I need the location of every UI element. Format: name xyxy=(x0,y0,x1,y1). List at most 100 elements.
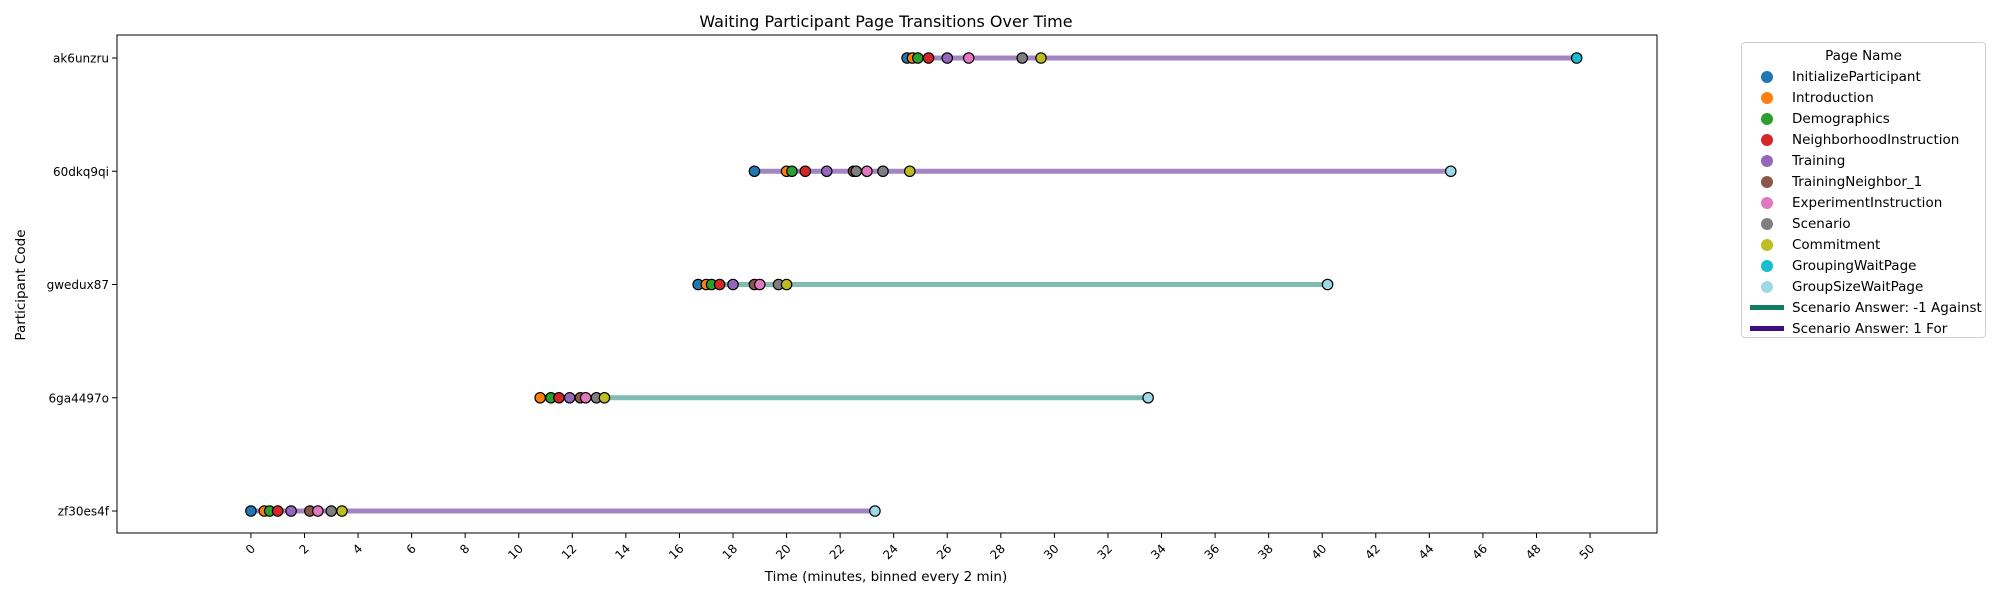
legend-label: Introduction xyxy=(1792,89,1874,106)
legend-dot-icon xyxy=(1761,280,1773,293)
legend-dot-icon xyxy=(1761,175,1773,188)
legend-line-icon xyxy=(1750,326,1784,331)
legend-label: Commitment xyxy=(1792,236,1881,253)
legend-item-answer: Scenario Answer: 1 For xyxy=(1742,318,1985,339)
chart-title: Waiting Participant Page Transitions Ove… xyxy=(699,12,1072,31)
point-commitment-ak6unzru xyxy=(1035,52,1047,64)
legend-label: Scenario Answer: -1 Against xyxy=(1792,299,1982,316)
x-tick-label: 44 xyxy=(1416,542,1437,563)
legend-label: Scenario xyxy=(1792,215,1851,232)
x-axis-label: Time (minutes, binned every 2 min) xyxy=(764,569,1007,585)
x-tick-label: 32 xyxy=(1094,542,1115,563)
x-tick-label: 4 xyxy=(350,542,365,557)
legend-marker xyxy=(1742,276,1792,297)
legend-item-initializeparticipant: InitializeParticipant xyxy=(1742,66,1985,87)
point-initializeparticipant-60dkq9qi xyxy=(748,165,761,178)
legend-line-icon xyxy=(1750,305,1784,310)
point-experimentinstruction-gwedux87 xyxy=(753,278,766,291)
legend-marker xyxy=(1742,213,1792,234)
x-tick-label: 38 xyxy=(1255,542,1276,563)
point-scenario-ak6unzru xyxy=(1016,52,1029,64)
x-tick-label: 20 xyxy=(773,542,794,563)
point-commitment-gwedux87 xyxy=(780,278,793,291)
point-groupingwaitpage-ak6unzru xyxy=(1570,52,1583,64)
legend-dot-icon xyxy=(1761,196,1773,209)
legend-dot-icon xyxy=(1761,259,1773,272)
x-tick-label: 50 xyxy=(1577,542,1598,563)
point-experimentinstruction-6ga4497o xyxy=(579,391,592,404)
legend-dot-icon xyxy=(1761,217,1773,230)
legend-item-demographics: Demographics xyxy=(1742,108,1985,129)
legend-marker xyxy=(1742,108,1792,129)
legend-dot-icon xyxy=(1761,70,1773,83)
legend-label: Scenario Answer: 1 For xyxy=(1792,320,1948,337)
legend-dot-icon xyxy=(1761,154,1773,167)
point-neighborhoodinstruction-ak6unzru xyxy=(922,52,935,64)
point-introduction-6ga4497o xyxy=(534,391,546,404)
legend-item-introduction: Introduction xyxy=(1742,87,1985,108)
legend-dot-icon xyxy=(1761,112,1773,125)
x-tick-label: 8 xyxy=(457,542,472,557)
x-tick-label: 48 xyxy=(1523,542,1544,563)
legend-label: ExperimentInstruction xyxy=(1792,194,1943,211)
point-groupsizewaitpage-60dkq9qi xyxy=(1444,165,1457,178)
legend-marker xyxy=(1742,234,1792,255)
x-tick-label: 16 xyxy=(666,542,687,563)
x-tick-label: 0 xyxy=(243,542,258,557)
point-experimentinstruction-ak6unzru xyxy=(962,52,975,64)
point-commitment-60dkq9qi xyxy=(903,165,916,178)
legend-item-commitment: Commitment xyxy=(1742,234,1985,255)
x-tick-label: 24 xyxy=(880,542,901,563)
point-training-ak6unzru xyxy=(941,52,954,64)
point-groupsizewaitpage-gwedux87 xyxy=(1321,278,1334,291)
point-scenario-zf30es4f xyxy=(325,505,338,517)
point-neighborhoodinstruction-6ga4497o xyxy=(553,391,565,404)
x-tick-label: 46 xyxy=(1469,542,1490,563)
legend-dot-icon xyxy=(1761,133,1773,146)
point-experimentinstruction-60dkq9qi xyxy=(861,165,873,178)
y-axis-label: Participant Code xyxy=(13,229,29,340)
point-commitment-6ga4497o xyxy=(598,391,611,404)
y-tick-label: 6ga4497o xyxy=(49,391,110,405)
legend-item-answer: Scenario Answer: -1 Against xyxy=(1742,297,1985,318)
point-training-60dkq9qi xyxy=(820,165,833,178)
x-tick-label: 26 xyxy=(934,542,955,563)
legend-item-groupsizewaitpage: GroupSizeWaitPage xyxy=(1742,276,1985,297)
y-tick-label: zf30es4f xyxy=(58,505,110,519)
x-tick-label: 12 xyxy=(559,542,580,563)
point-neighborhoodinstruction-zf30es4f xyxy=(271,505,284,517)
x-tick-label: 6 xyxy=(404,542,419,557)
legend-marker xyxy=(1742,255,1792,276)
point-groupsizewaitpage-zf30es4f xyxy=(869,505,881,517)
point-training-zf30es4f xyxy=(285,505,297,517)
x-tick-label: 28 xyxy=(987,542,1008,563)
legend-dot-icon xyxy=(1761,91,1773,104)
point-demographics-ak6unzru xyxy=(911,52,924,64)
point-neighborhoodinstruction-60dkq9qi xyxy=(799,165,812,178)
legend-label: InitializeParticipant xyxy=(1792,68,1921,85)
point-scenario-60dkq9qi xyxy=(850,165,862,178)
point-training-gwedux87 xyxy=(727,278,739,291)
legend-item-trainingneighbor_1: TrainingNeighbor_1 xyxy=(1742,171,1985,192)
x-tick-label: 2 xyxy=(296,542,311,557)
legend-item-groupingwaitpage: GroupingWaitPage xyxy=(1742,255,1985,276)
x-tick-label: 30 xyxy=(1041,542,1062,563)
x-tick-label: 18 xyxy=(720,542,741,563)
legend-label: NeighborhoodInstruction xyxy=(1792,131,1960,148)
point-training-6ga4497o xyxy=(563,391,576,404)
legend-item-experimentinstruction: ExperimentInstruction xyxy=(1742,192,1985,213)
legend-item-scenario: Scenario xyxy=(1742,213,1985,234)
x-tick-label: 40 xyxy=(1309,542,1330,563)
legend-items: InitializeParticipant Introduction Demogra… xyxy=(1742,66,1985,339)
point-experimentinstruction-zf30es4f xyxy=(312,505,324,517)
legend-item-neighborhoodinstruction: NeighborhoodInstruction xyxy=(1742,129,1985,150)
point-scenario-60dkq9qi xyxy=(877,165,889,178)
legend-marker xyxy=(1742,297,1792,318)
point-commitment-zf30es4f xyxy=(336,505,348,517)
legend-title: Page Name xyxy=(1825,48,1902,64)
y-tick-label: gwedux87 xyxy=(47,278,109,292)
legend-label: Demographics xyxy=(1792,110,1890,127)
legend-dot-icon xyxy=(1761,238,1773,251)
x-tick-label: 42 xyxy=(1362,542,1383,563)
